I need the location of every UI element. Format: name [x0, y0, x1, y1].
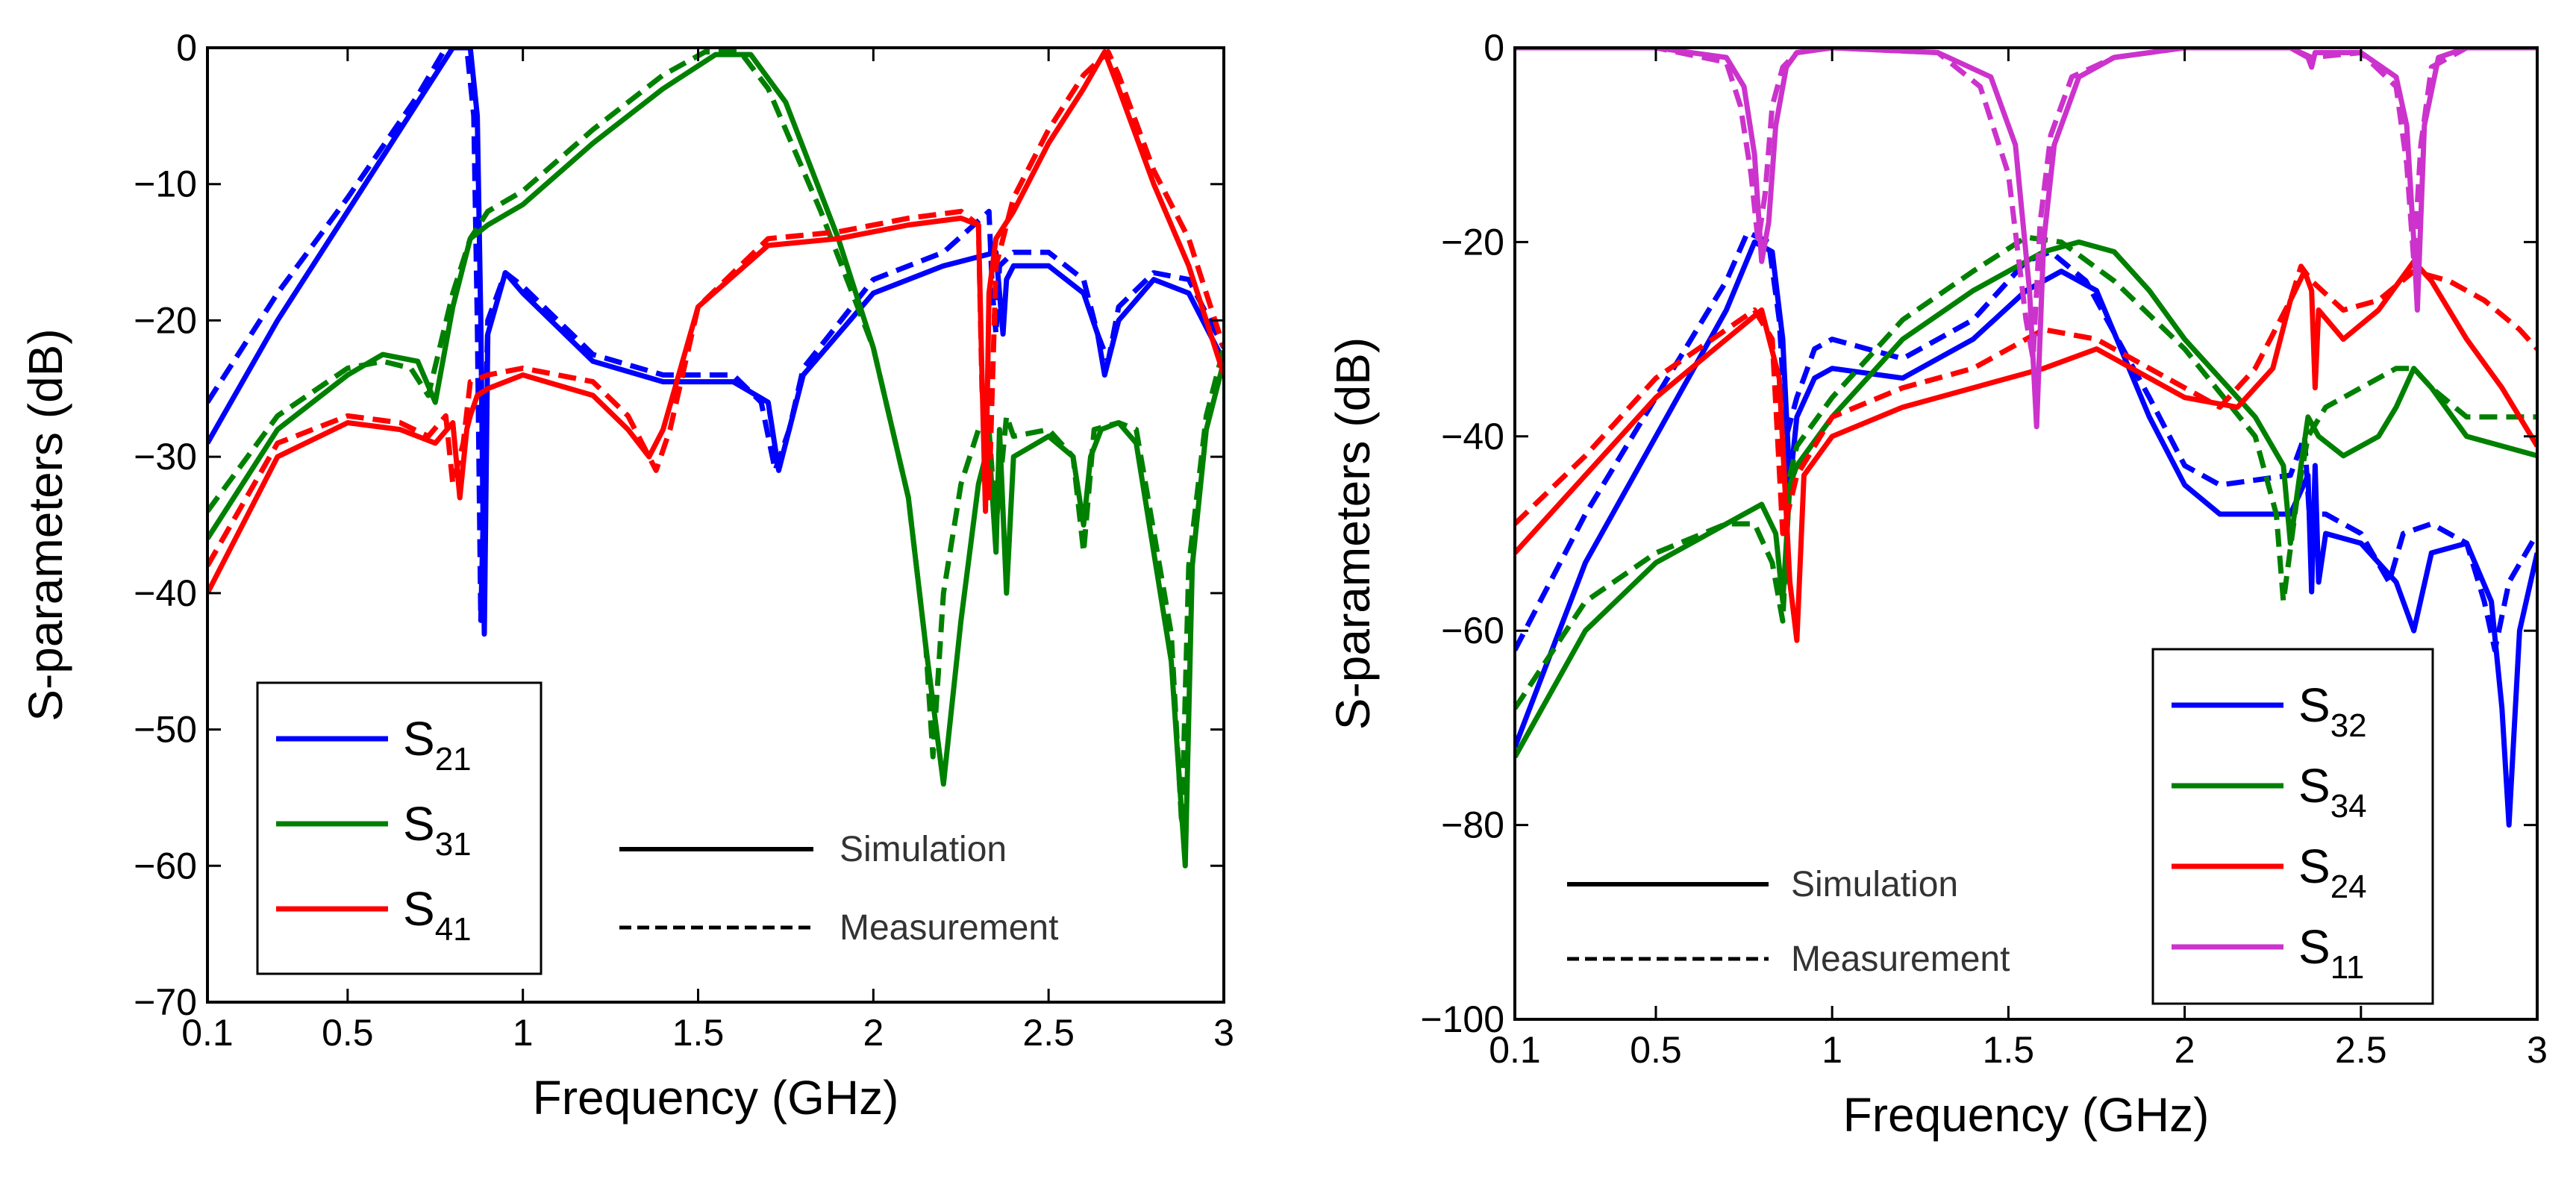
- series-line-s34-measurement: [1515, 234, 2537, 710]
- x-tick-label: 0.5: [1630, 1029, 1682, 1071]
- y-tick-label: −60: [1441, 610, 1504, 651]
- y-tick-label: −20: [1441, 221, 1504, 263]
- x-tick-label: 3: [1213, 1012, 1234, 1054]
- y-tick-label: −50: [134, 709, 197, 751]
- series-line-s34-simulation: [1515, 239, 2537, 759]
- legend-subscript: 24: [2330, 869, 2367, 905]
- series-group: [207, 48, 1224, 869]
- series-line-s24-simulation: [1515, 258, 2537, 643]
- y-tick-label: −60: [134, 845, 197, 886]
- x-tick-label: 0.1: [181, 1012, 234, 1054]
- y-axis-label: S-parameters (dB): [1326, 337, 1380, 730]
- x-tick-label: 1.5: [1983, 1029, 2035, 1071]
- y-tick-label: 0: [176, 27, 197, 69]
- x-tick-label: 1.5: [672, 1012, 725, 1054]
- x-tick-label: 0.1: [1489, 1029, 1541, 1071]
- axes-frame: [206, 46, 1225, 1004]
- legend-box: [2151, 648, 2434, 1005]
- style-legend-measurement: Measurement: [1791, 939, 2010, 979]
- x-tick-label: 2.5: [1022, 1012, 1075, 1054]
- x-axis-label: Frequency (GHz): [533, 1071, 899, 1125]
- style-legend: Simulation Measurement: [619, 830, 1058, 948]
- style-legend-simulation: Simulation: [840, 830, 1007, 869]
- series-line-s31-measurement: [207, 49, 1224, 828]
- series-line-s11-measurement: [1515, 48, 2537, 362]
- y-tick-label: −40: [1441, 416, 1504, 457]
- y-tick-label: −80: [1441, 804, 1504, 846]
- legend-subscript: 41: [435, 911, 472, 948]
- legend-subscript: 11: [2330, 949, 2365, 986]
- x-tick-label: 1: [513, 1012, 534, 1054]
- axes-frame: [1513, 46, 2539, 1021]
- x-tick-label: 2.5: [2335, 1029, 2387, 1071]
- y-tick-label: −10: [134, 163, 197, 205]
- legend-box: [256, 681, 543, 975]
- x-tick-label: 2: [863, 1012, 884, 1054]
- style-legend-simulation: Simulation: [1791, 865, 1958, 904]
- series-line-s24-measurement: [1515, 263, 2537, 537]
- chart-right: 0.1 0.5 1 1.5 2 2.5 3 0 −20 −40 −60 −80 −100 Frequenc…: [1326, 27, 2548, 1142]
- x-tick-label: 3: [2527, 1029, 2548, 1071]
- series-group: [1515, 48, 2537, 828]
- y-tick-label: −30: [134, 436, 197, 478]
- x-axis-label: Frequency (GHz): [1843, 1088, 2210, 1142]
- chart-left: 0.1 0.5 1 1.5 2 2.5 3 0 −10 −20 −30 −40 −50 −60 −70 Fre…: [19, 27, 1234, 1125]
- y-tick-label: −40: [134, 572, 197, 614]
- x-tick-label: 1: [1822, 1029, 1842, 1071]
- y-tick-label: −100: [1420, 998, 1504, 1040]
- y-tick-label: 0: [1484, 27, 1504, 69]
- style-legend-measurement: Measurement: [840, 908, 1058, 948]
- legend-subscript: 32: [2330, 707, 2367, 744]
- legend-subscript: 31: [435, 826, 472, 863]
- series-line-s21-measurement: [207, 48, 1224, 623]
- series-line-s11-simulation: [1515, 48, 2537, 430]
- legend-subscript: 21: [435, 741, 472, 778]
- x-tick-label: 0.5: [322, 1012, 374, 1054]
- series-line-s41-measurement: [207, 49, 1224, 568]
- x-tick-label: 2: [2175, 1029, 2195, 1071]
- y-tick-label: −20: [134, 299, 197, 341]
- legend-subscript: 34: [2330, 788, 2367, 825]
- style-legend: Simulation Measurement: [1567, 865, 2010, 979]
- y-tick-label: −70: [134, 981, 197, 1023]
- y-axis-label: S-parameters (dB): [19, 328, 72, 721]
- series-line-s32-measurement: [1515, 229, 2537, 653]
